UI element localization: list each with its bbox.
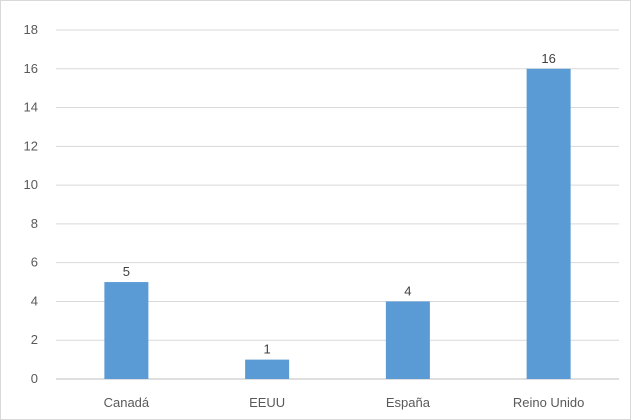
x-tick-label: EEUU — [249, 395, 285, 410]
x-tick-label: Reino Unido — [513, 395, 585, 410]
data-label: 5 — [123, 264, 130, 279]
y-tick-label: 8 — [31, 216, 38, 231]
y-tick-label: 6 — [31, 255, 38, 270]
y-tick-label: 2 — [31, 332, 38, 347]
y-axis-tick-labels: 0 2 4 6 8 10 12 14 16 18 — [24, 22, 38, 386]
x-tick-label: Canadá — [104, 395, 150, 410]
bar — [104, 282, 149, 379]
x-axis-tick-labels: Canadá EEUU España Reino Unido — [104, 395, 585, 410]
data-label: 16 — [541, 51, 555, 66]
y-tick-label: 14 — [24, 100, 38, 115]
bar — [526, 68, 571, 380]
x-tick-label: España — [386, 395, 431, 410]
data-labels: 5 1 4 16 — [123, 51, 556, 357]
data-label: 4 — [404, 283, 411, 298]
bar — [245, 359, 290, 379]
gridlines — [56, 29, 619, 341]
y-tick-label: 12 — [24, 138, 38, 153]
y-tick-label: 10 — [24, 177, 38, 192]
y-tick-label: 18 — [24, 22, 38, 37]
data-label: 1 — [264, 342, 271, 357]
y-tick-label: 16 — [24, 61, 38, 76]
bar — [385, 301, 430, 379]
bars — [104, 68, 571, 380]
y-tick-label: 0 — [31, 371, 38, 386]
y-tick-label: 4 — [31, 293, 38, 308]
